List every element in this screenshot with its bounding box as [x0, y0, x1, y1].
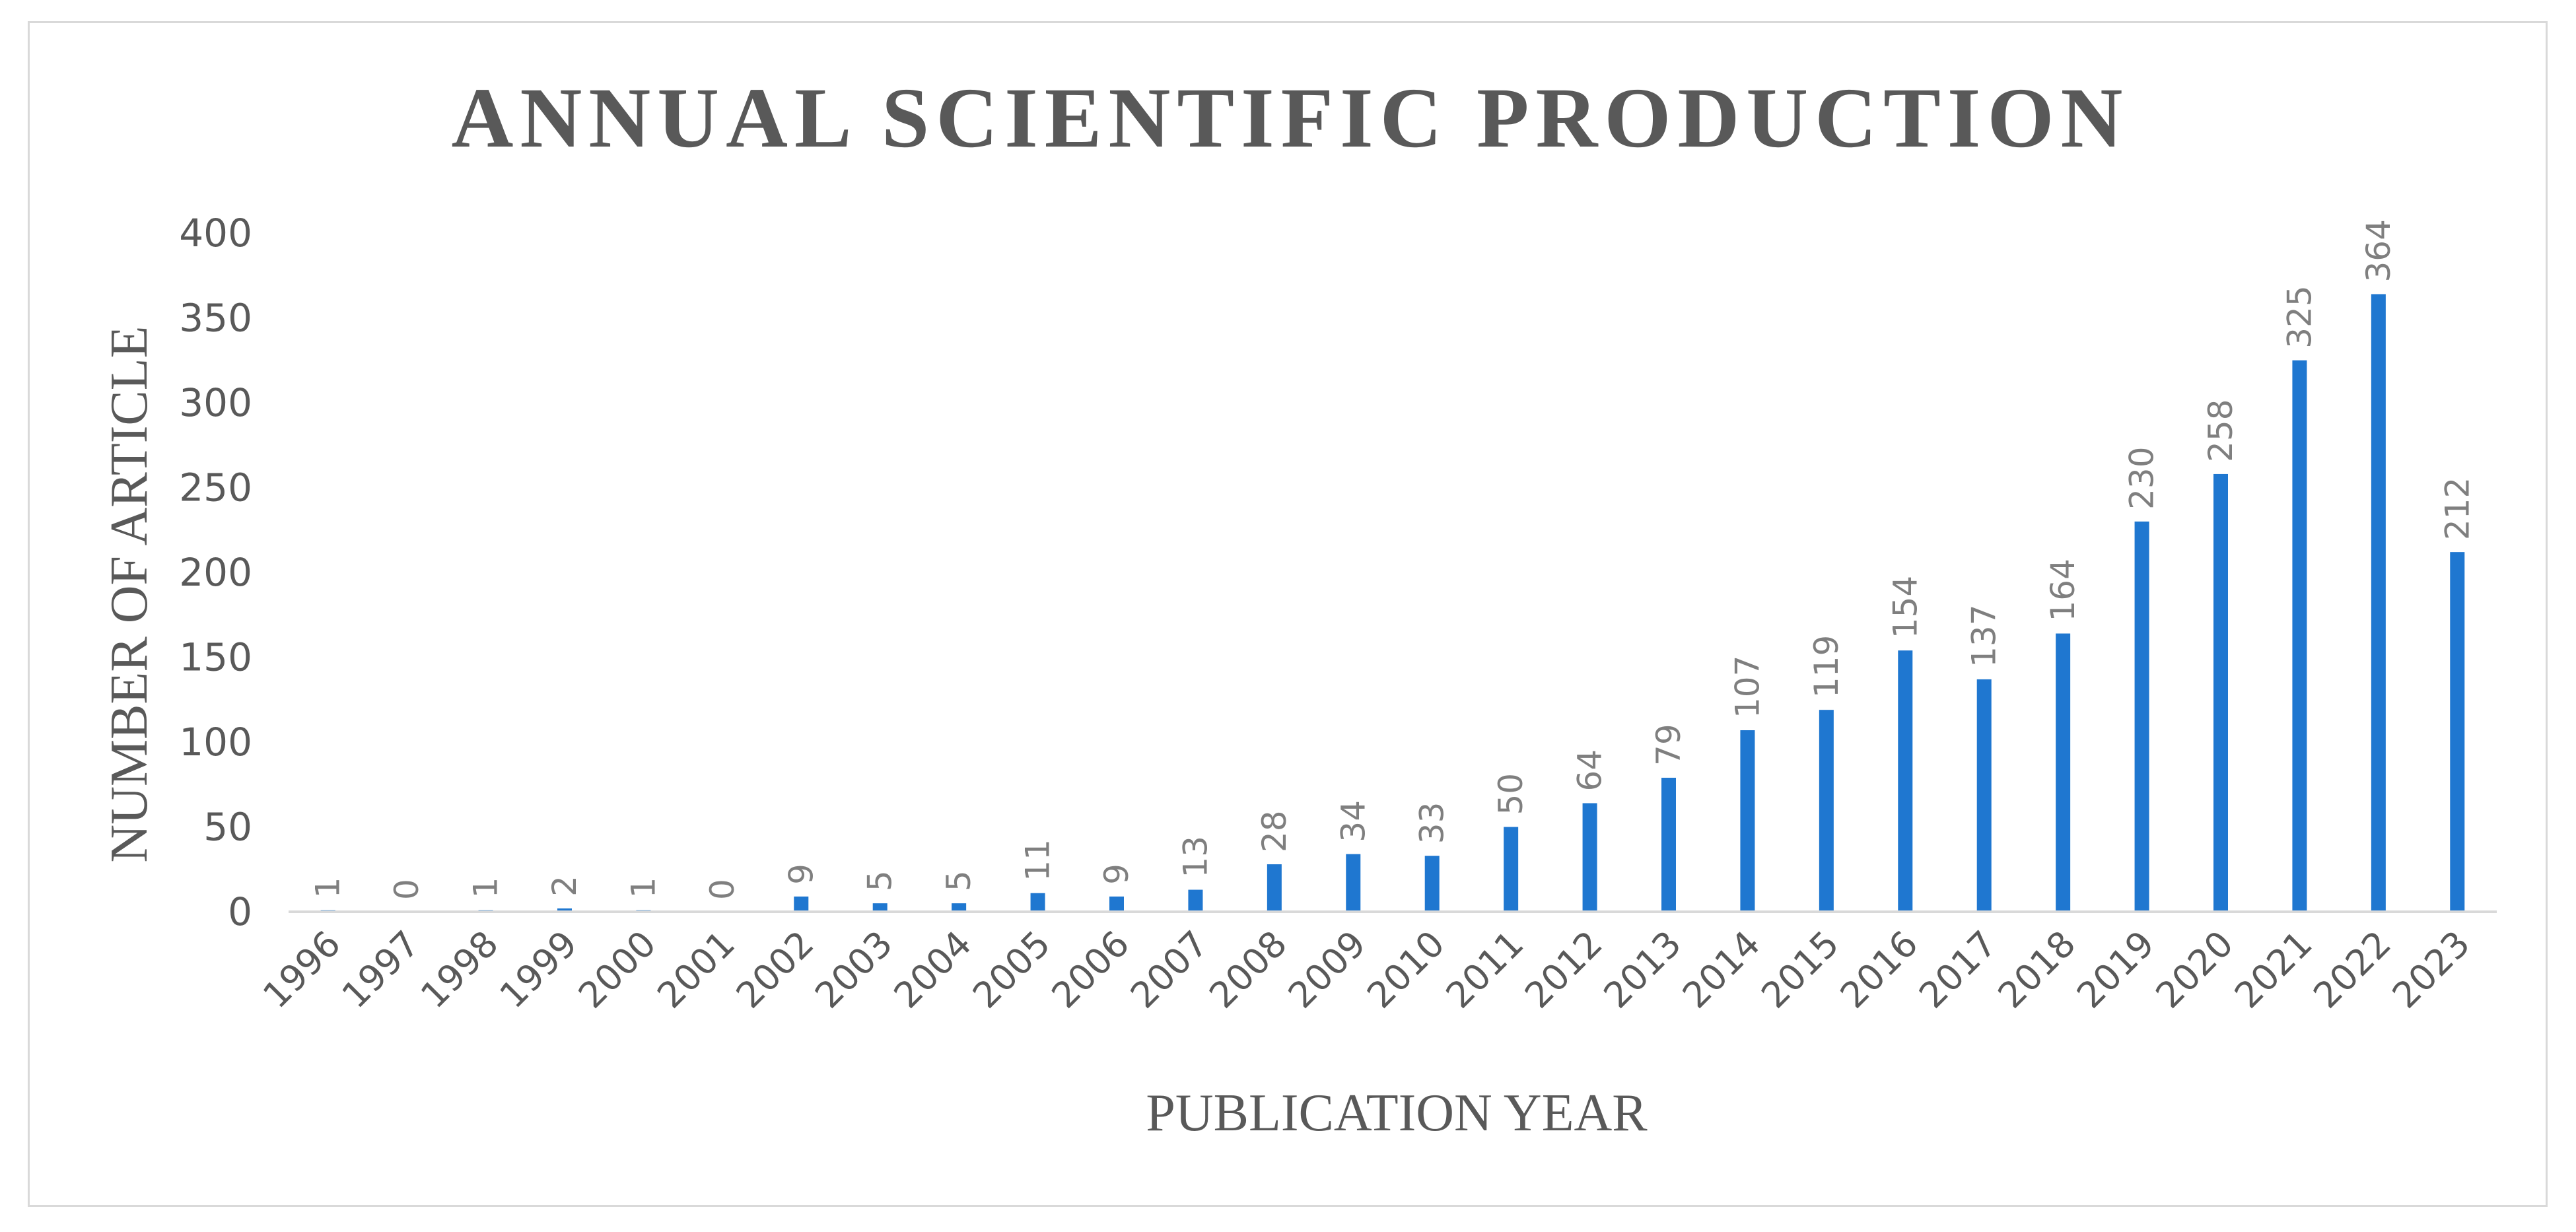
bar [2134, 521, 2149, 912]
x-axis-title: PUBLICATION YEAR [1146, 1084, 1648, 1142]
y-tick-label: 50 [203, 805, 252, 850]
x-tick-label: 2005 [965, 923, 1059, 1017]
data-label: 258 [2202, 399, 2240, 462]
data-label: 364 [2359, 219, 2398, 282]
data-label: 13 [1176, 836, 1214, 878]
y-tick-label: 300 [179, 380, 252, 425]
bar [1030, 893, 1045, 912]
data-label: 119 [1807, 635, 1846, 698]
x-tick-label: 1996 [255, 923, 349, 1017]
data-label: 230 [2123, 446, 2161, 509]
data-label: 2 [545, 875, 584, 897]
data-label: 50 [1492, 773, 1530, 815]
bar [794, 896, 809, 912]
x-tick-label: 2011 [1438, 923, 1532, 1017]
data-label: 0 [703, 879, 742, 900]
data-label: 5 [940, 870, 978, 891]
data-label: 11 [1019, 839, 1057, 881]
bar [1267, 864, 1282, 912]
bar [2213, 473, 2228, 912]
data-label: 107 [1728, 656, 1766, 718]
x-tick-label: 2019 [2069, 923, 2163, 1017]
x-tick-label: 2012 [1517, 923, 1611, 1017]
x-tick-label: 1997 [334, 923, 428, 1017]
x-axis-ticks: 1996199719981999200020012002200320042005… [255, 923, 2478, 1017]
bars-group [320, 294, 2465, 912]
bar [1582, 803, 1597, 912]
data-label: 5 [861, 870, 899, 891]
bar [1188, 889, 1203, 912]
data-label: 28 [1255, 810, 1294, 852]
chart-title: ANNUAL SCIENTIFIC PRODUCTION [452, 71, 2130, 166]
data-label: 34 [1334, 800, 1372, 842]
data-label: 1 [624, 877, 662, 899]
y-tick-label: 400 [179, 211, 252, 256]
data-label: 0 [388, 879, 426, 900]
x-tick-label: 2020 [2147, 923, 2241, 1017]
x-tick-label: 2021 [2227, 923, 2320, 1017]
y-tick-label: 200 [179, 550, 252, 595]
x-tick-label: 2013 [1595, 923, 1689, 1017]
x-tick-label: 2022 [2305, 923, 2399, 1017]
y-tick-label: 100 [179, 720, 252, 765]
bar [2292, 360, 2307, 912]
bar [1109, 896, 1124, 912]
x-tick-label: 2009 [1280, 923, 1374, 1017]
bar [1661, 777, 1676, 912]
x-tick-label: 2001 [649, 923, 743, 1017]
data-label: 164 [2044, 559, 2082, 621]
chart-frame [28, 21, 2548, 1207]
bar [2450, 552, 2465, 912]
data-label: 9 [1097, 864, 1136, 885]
x-tick-label: 2023 [2385, 923, 2478, 1017]
x-tick-label: 2007 [1123, 923, 1216, 1017]
x-tick-label: 2004 [886, 923, 980, 1017]
x-tick-label: 2018 [1990, 923, 2084, 1017]
bar [1346, 854, 1361, 912]
data-label: 1 [309, 877, 347, 899]
y-tick-label: 0 [228, 889, 252, 934]
y-tick-label: 150 [179, 635, 252, 680]
bar [2056, 633, 2071, 912]
y-tick-label: 350 [179, 296, 252, 341]
bar [557, 908, 572, 912]
x-tick-label: 2006 [1043, 923, 1137, 1017]
y-tick-label: 250 [179, 465, 252, 510]
bar [952, 903, 967, 912]
data-label: 137 [1965, 604, 2003, 667]
data-label: 325 [2280, 285, 2318, 348]
data-label: 64 [1571, 749, 1609, 792]
bar [2371, 294, 2386, 912]
x-tick-label: 1999 [491, 923, 585, 1017]
bar [872, 903, 888, 912]
bar [1898, 650, 1913, 912]
x-tick-label: 1998 [413, 923, 506, 1017]
data-label: 33 [1413, 802, 1451, 844]
data-label: 1 [467, 877, 505, 899]
data-label: 79 [1650, 724, 1688, 766]
x-tick-label: 2014 [1675, 923, 1768, 1017]
x-tick-label: 2000 [571, 923, 664, 1017]
x-tick-label: 2003 [807, 923, 901, 1017]
x-tick-label: 2010 [1359, 923, 1453, 1017]
bar [1504, 827, 1519, 912]
bar [1740, 730, 1755, 912]
bar [1819, 710, 1834, 912]
x-tick-label: 2015 [1753, 923, 1847, 1017]
data-label: 154 [1886, 576, 1924, 638]
data-label: 9 [782, 864, 820, 885]
y-axis-title: NUMBER OF ARTICLE [100, 325, 158, 862]
bar [1976, 679, 1992, 912]
x-tick-label: 2008 [1201, 923, 1295, 1017]
y-axis-ticks: 0 50 100 150 200 250 300 350 400 [179, 211, 252, 934]
x-tick-label: 2002 [728, 923, 822, 1017]
x-tick-label: 2017 [1911, 923, 2005, 1017]
data-label: 212 [2438, 477, 2476, 540]
bar [1424, 856, 1440, 912]
x-tick-label: 2016 [1832, 923, 1926, 1017]
